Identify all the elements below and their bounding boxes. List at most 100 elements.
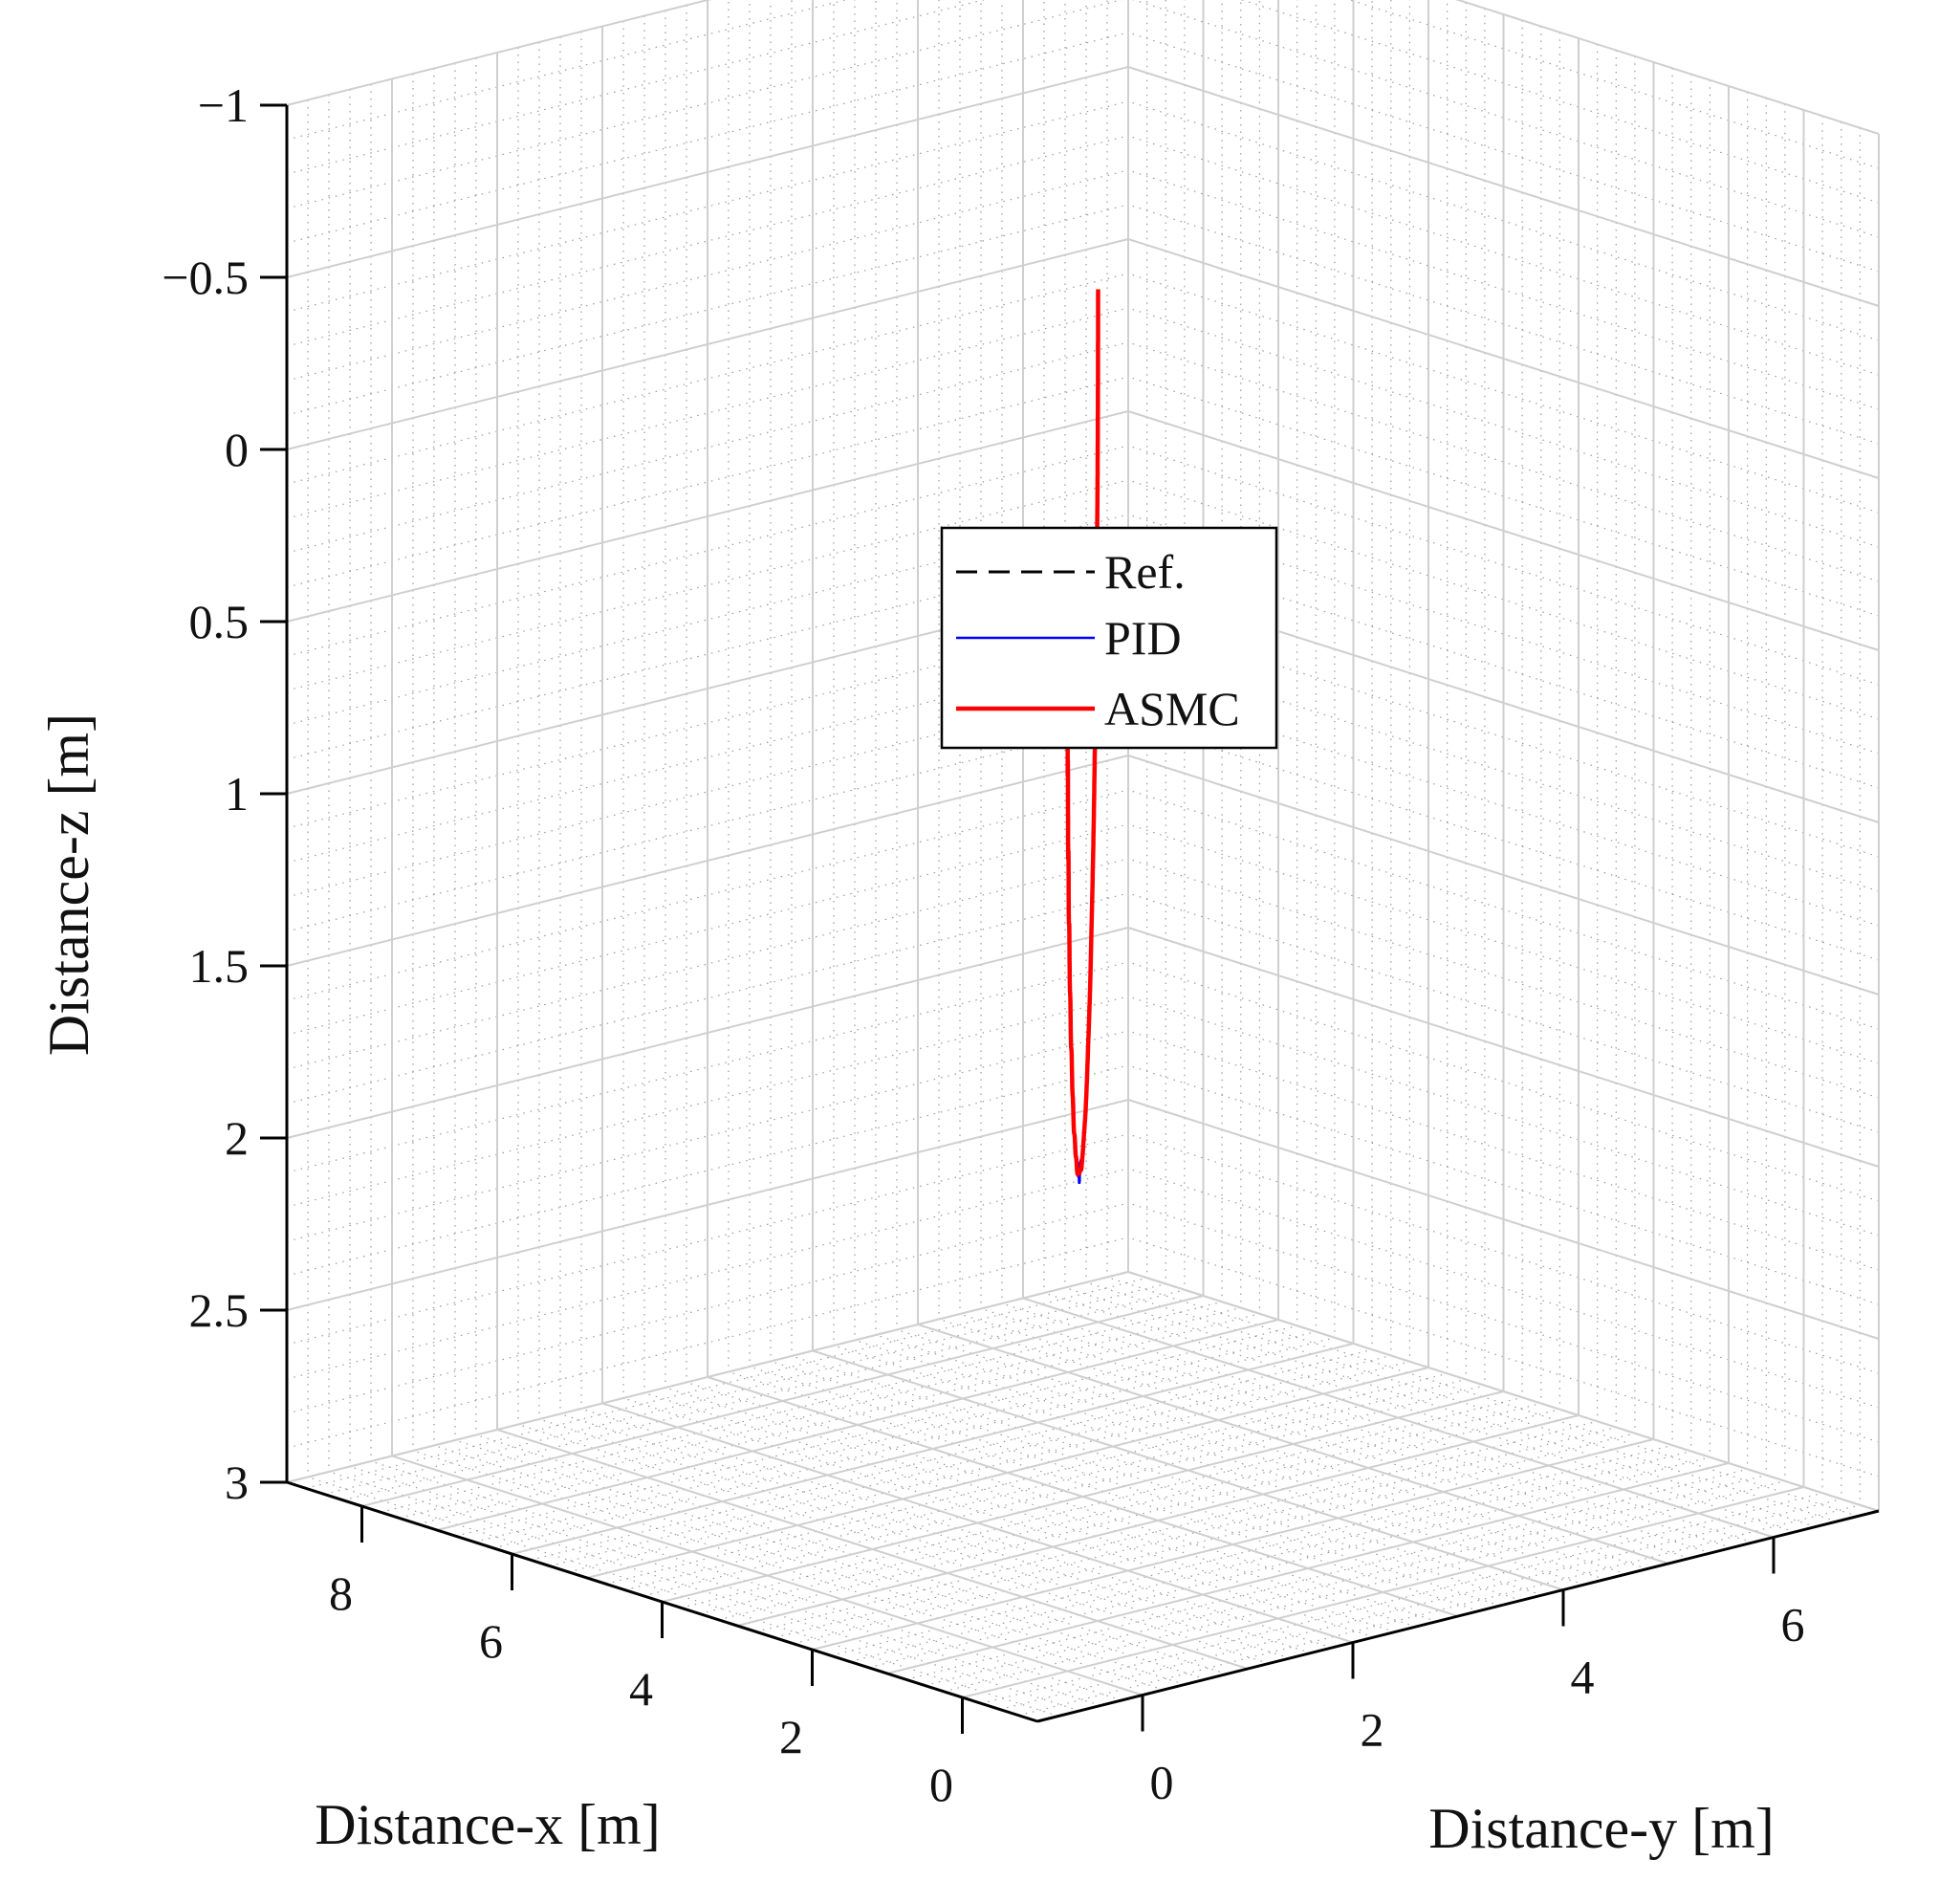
grid-minor-line	[755, 1420, 1598, 1632]
grid-minor-line	[999, 1498, 1841, 1711]
grid-minor-line	[286, 686, 1129, 898]
grid-minor-line	[849, 1450, 1691, 1663]
z-tick-label: 0	[225, 423, 249, 476]
grid-minor-line	[455, 1324, 1297, 1537]
x-tick-label: 2	[779, 1710, 803, 1763]
grid-minor-line	[492, 1337, 1336, 1549]
grid-major-line	[601, 1402, 1354, 1644]
grid-minor-line	[286, 1133, 1129, 1346]
grid-minor-line	[286, 479, 1129, 691]
grid-minor-line	[324, 1282, 1166, 1496]
z-tick-label: 1	[225, 767, 249, 821]
grid-minor-line	[286, 204, 1129, 416]
grid-major-line	[286, 238, 1129, 450]
grid-minor-line	[624, 1378, 1467, 1591]
grid-minor-line	[286, 1030, 1129, 1242]
grid-minor-line	[718, 1409, 1560, 1621]
grid-minor-line	[680, 1396, 1523, 1609]
grid-minor-line	[286, 307, 1129, 519]
grid-minor-line	[286, 0, 1123, 209]
grid-minor-line	[286, 341, 1129, 554]
grid-minor-line	[905, 1468, 1748, 1680]
grid-minor-line	[286, 514, 1129, 726]
grid-major-line	[812, 1349, 1564, 1591]
grid-major-line	[286, 1099, 1129, 1311]
grid-minor-line	[286, 0, 848, 141]
grid-major-line	[1127, 1271, 1880, 1512]
grid-major-line	[496, 1429, 1249, 1670]
legend-label-pid: PID	[1104, 611, 1182, 665]
x-tick-label: 4	[629, 1662, 653, 1716]
grid-minor-line	[286, 1064, 1129, 1277]
grid-layer	[286, 0, 1880, 1722]
grid-minor-line	[286, 0, 986, 175]
grid-major-line	[707, 1376, 1459, 1617]
z-tick-label: −1	[198, 78, 249, 132]
grid-minor-line	[286, 823, 1129, 1036]
grid-minor-line	[286, 1168, 1129, 1380]
grid-minor-line	[774, 1426, 1617, 1639]
z-tick-label: 3	[225, 1455, 249, 1509]
z-axis-label: Distance-z [m]	[37, 713, 100, 1056]
grid-major-line	[1455, 0, 1880, 135]
grid-minor-line	[286, 789, 1129, 1001]
legend-label-ref: Ref.	[1104, 545, 1186, 599]
grid-minor-line	[286, 376, 1129, 588]
grid-minor-line	[286, 961, 1129, 1173]
legend-label-asmc: ASMC	[1104, 682, 1240, 735]
z-tick-label: −0.5	[162, 251, 249, 304]
labels-layer: −1 −0.5 0 0.5 1 1.5 2 2.5 3 0 2 4 6 8 0 2 4 6 Distance-x […	[37, 78, 1805, 1860]
z-tick-label: 2	[225, 1111, 249, 1165]
x-axis-label: Distance-x [m]	[315, 1793, 661, 1856]
grid-minor-line	[980, 1492, 1823, 1704]
y-tick-label: 6	[1781, 1598, 1805, 1652]
y-axis-line	[1036, 1509, 1880, 1723]
grid-minor-line	[925, 1474, 1767, 1687]
grid-minor-line	[605, 1372, 1448, 1585]
z-tick-label: 1.5	[189, 939, 250, 993]
grid-minor-line	[286, 651, 1129, 864]
grid-major-line	[1127, 66, 1880, 307]
grid-major-line	[391, 1455, 1144, 1696]
grid-major-line	[1127, 410, 1880, 651]
grid-major-line	[286, 927, 1129, 1139]
grid-major-line	[286, 66, 1129, 278]
grid-minor-line	[286, 1202, 1129, 1414]
grid-major-line	[286, 0, 712, 106]
grid-minor-line	[549, 1354, 1391, 1567]
grid-minor-line	[418, 1313, 1260, 1525]
grid-major-line	[1022, 1297, 1775, 1539]
grid-major-line	[1127, 755, 1880, 996]
grid-minor-line	[868, 1456, 1710, 1669]
legend: Ref. PID ASMC	[940, 526, 1278, 750]
grid-minor-line	[474, 1330, 1317, 1543]
grid-minor-line	[286, 169, 1129, 382]
axes-layer	[260, 103, 1880, 1734]
x-tick-label: 6	[479, 1614, 503, 1668]
grid-minor-line	[568, 1361, 1410, 1573]
grid-minor-line	[286, 858, 1129, 1070]
grid-major-line	[286, 755, 1129, 967]
z-tick-label: 2.5	[189, 1283, 250, 1337]
grid-minor-line	[830, 1444, 1673, 1656]
y-tick-label: 4	[1571, 1651, 1595, 1704]
grid-major-line	[917, 1324, 1669, 1565]
x-tick-label: 0	[929, 1758, 953, 1811]
grid-minor-line	[286, 1237, 1129, 1449]
grid-major-line	[1127, 1099, 1880, 1340]
grid-minor-line	[286, 892, 1129, 1105]
grid-minor-line	[286, 720, 1129, 932]
grid-major-line	[286, 410, 1129, 623]
grid-minor-line	[1018, 1504, 1861, 1717]
grid-minor-line	[286, 100, 1129, 313]
grid-minor-line	[286, 996, 1129, 1208]
grid-major-line	[1127, 238, 1880, 479]
grid-minor-line	[643, 1385, 1486, 1597]
grid-minor-line	[286, 548, 1129, 760]
grid-minor-line	[699, 1402, 1541, 1615]
grid-minor-line	[793, 1433, 1636, 1645]
grid-major-line	[1127, 927, 1880, 1168]
grid-minor-line	[286, 617, 1129, 829]
x-tick-label: 8	[329, 1566, 353, 1620]
